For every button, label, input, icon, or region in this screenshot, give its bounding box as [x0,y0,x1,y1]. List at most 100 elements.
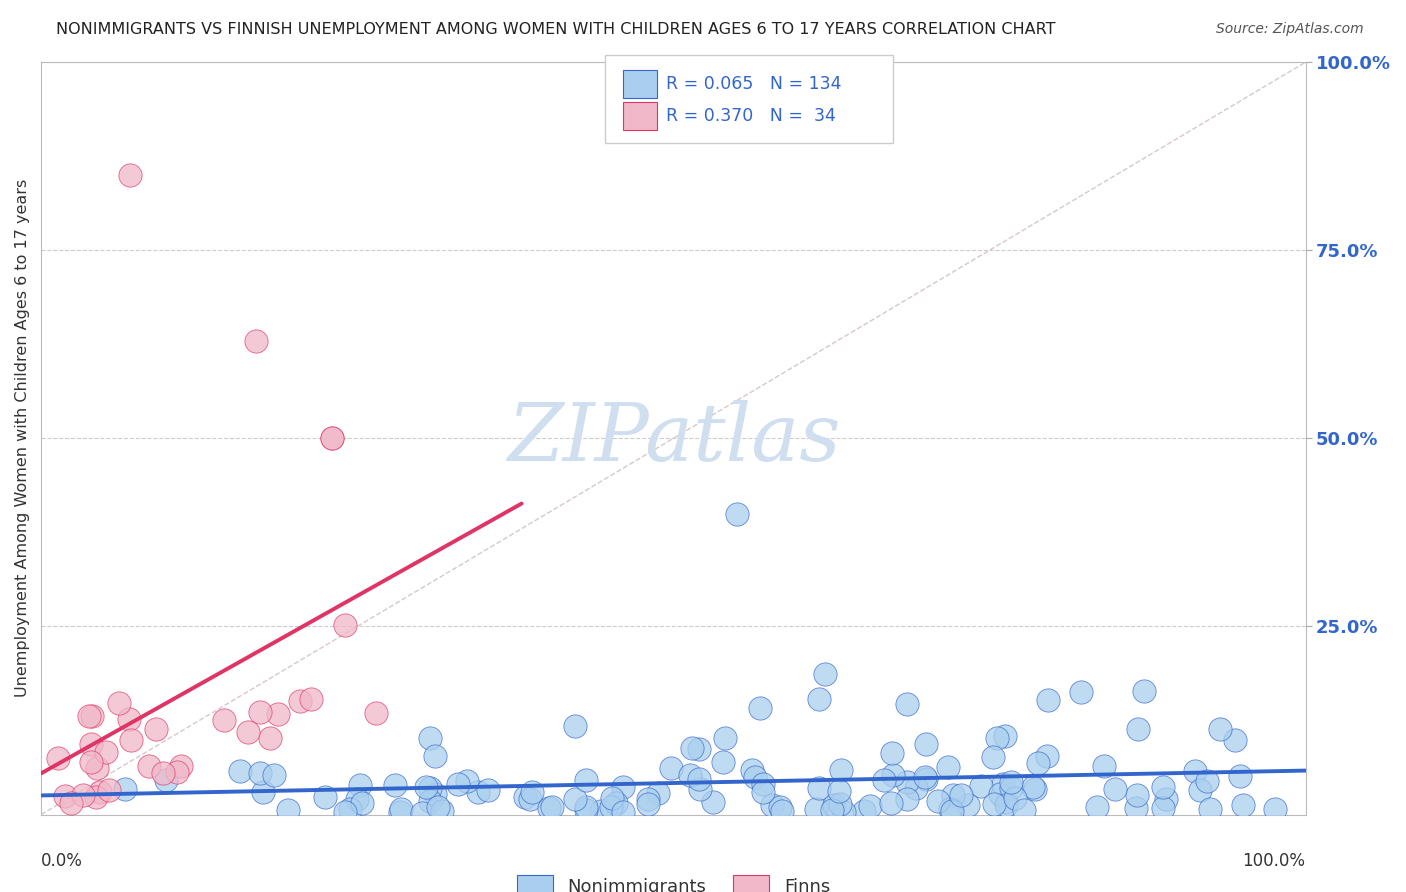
Point [1036,693,1059,707]
Point [238,725,260,739]
Point [59,796,82,810]
Point [637,797,659,812]
Point [1092,759,1115,773]
Point [89,785,111,799]
Point [166,764,188,779]
Point [702,795,724,809]
Point [852,804,875,818]
Point [249,766,271,780]
Point [995,798,1018,813]
Text: NONIMMIGRANTS VS FINNISH UNEMPLOYMENT AMONG WOMEN WITH CHILDREN AGES 6 TO 17 YEA: NONIMMIGRANTS VS FINNISH UNEMPLOYMENT AM… [56,22,1056,37]
Text: Source: ZipAtlas.com: Source: ZipAtlas.com [1216,22,1364,37]
Point [612,780,634,794]
Point [941,804,963,818]
Point [46,751,69,765]
Point [277,803,299,817]
Point [1036,748,1059,763]
Point [575,800,598,814]
Point [94,745,117,759]
Point [520,785,543,799]
Point [339,802,361,816]
Point [249,705,271,719]
Point [1184,764,1206,778]
Point [896,775,918,789]
Point [950,788,973,802]
Point [882,767,904,781]
Point [84,790,107,805]
Point [814,666,837,681]
Point [725,507,748,521]
Point [981,749,1004,764]
Point [77,708,100,723]
Point [752,776,775,790]
Point [80,738,103,752]
Point [828,784,851,798]
Point [288,694,311,708]
Point [107,696,129,710]
Legend: Nonimmigrants, Finns: Nonimmigrants, Finns [509,868,837,892]
Point [832,805,855,819]
Point [914,770,936,784]
Point [389,802,412,816]
Point [808,691,831,706]
Point [988,787,1011,801]
Point [245,334,267,348]
Point [352,796,374,810]
Point [321,431,343,445]
Point [993,777,1015,791]
Text: ZIPatlas: ZIPatlas [506,400,841,477]
Point [419,780,441,795]
Y-axis label: Unemployment Among Women with Children Ages 6 to 17 years: Unemployment Among Women with Children A… [15,179,30,698]
Point [1152,801,1174,815]
Point [1152,780,1174,794]
Point [321,431,343,445]
Point [346,792,368,806]
Point [896,697,918,711]
Point [138,759,160,773]
Point [98,782,121,797]
Point [349,778,371,792]
Point [741,763,763,777]
Point [1000,774,1022,789]
Point [1195,774,1218,789]
Point [335,805,357,819]
Point [983,797,1005,812]
Point [761,797,783,812]
Point [820,803,842,817]
Text: 100.0%: 100.0% [1243,852,1306,870]
Point [589,805,612,819]
Point [681,741,703,756]
Point [301,692,323,706]
Point [415,780,437,794]
Point [1225,732,1247,747]
Point [541,799,564,814]
Point [384,778,406,792]
Point [155,773,177,788]
Point [1085,800,1108,814]
Point [1022,780,1045,794]
Point [477,782,499,797]
Point [689,782,711,797]
Point [145,722,167,736]
Point [388,805,411,819]
Point [602,790,624,805]
Point [419,731,441,746]
Point [1156,792,1178,806]
Point [170,759,193,773]
Point [1264,802,1286,816]
Point [519,792,541,806]
Point [333,617,356,632]
Point [564,792,586,806]
Point [914,772,936,787]
Point [53,789,76,803]
Point [711,755,734,769]
Point [1012,803,1035,817]
Point [1024,782,1046,797]
Point [994,729,1017,743]
Point [599,800,621,814]
Point [1070,685,1092,699]
Point [72,788,94,802]
Point [986,731,1008,746]
Point [752,785,775,799]
Point [575,803,598,817]
